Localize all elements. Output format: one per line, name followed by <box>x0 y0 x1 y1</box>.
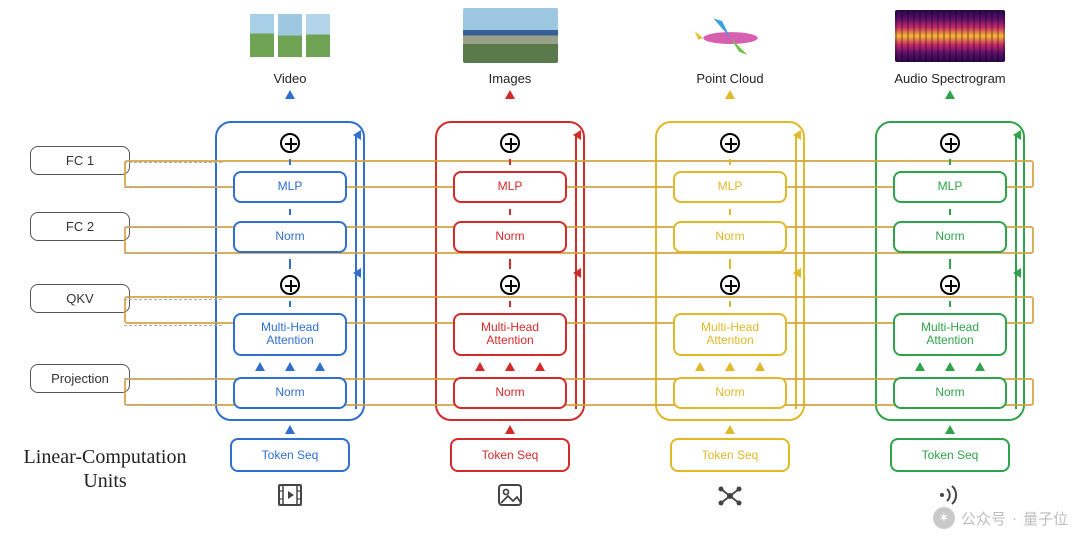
add-top <box>500 133 520 153</box>
norm-box-1: Norm <box>673 221 787 253</box>
add-top <box>280 133 300 153</box>
dash-0 <box>124 162 222 163</box>
add-mid <box>280 275 300 295</box>
dash-2 <box>124 227 222 228</box>
wechat-icon: ✶ <box>933 507 955 529</box>
modality-icon <box>717 484 743 514</box>
watermark-label: 公众号 <box>961 508 1006 529</box>
mha-box: Multi-HeadAttention <box>673 313 787 357</box>
modality-icon <box>278 484 302 512</box>
token-seq: Token Seq <box>890 438 1010 472</box>
modality-title: Point Cloud <box>696 71 763 86</box>
side-box-fc1: FC 1 <box>30 146 130 175</box>
thumb <box>249 8 331 63</box>
token-seq: Token Seq <box>450 438 570 472</box>
thumb <box>895 8 1005 63</box>
modality-title: Video <box>273 71 306 86</box>
dash-5 <box>124 325 222 326</box>
mha-feed-arrows <box>915 362 985 371</box>
arrow-out <box>945 90 955 99</box>
column-audio-spectrogram: Audio Spectrogram MLP Norm Multi-HeadAttent… <box>850 0 1050 539</box>
main-title-line2: Units <box>83 470 126 492</box>
main-title: Linear-Computation Units <box>10 445 200 493</box>
columns-container: Video MLP Norm Multi-HeadAttention Norm Token… <box>180 0 1060 539</box>
mha-feed-arrows <box>695 362 765 371</box>
mha-box: Multi-HeadAttention <box>233 313 347 357</box>
arrow-in <box>725 425 735 434</box>
add-top <box>720 133 740 153</box>
mlp-box: MLP <box>233 171 347 203</box>
norm-box-1: Norm <box>453 221 567 253</box>
column-point-cloud: Point Cloud MLP Norm Multi-HeadAttention Nor… <box>630 0 830 539</box>
mha-feed-arrows <box>255 362 325 371</box>
arrow-in <box>505 425 515 434</box>
side-box-projection: Projection <box>30 364 130 393</box>
mlp-box: MLP <box>453 171 567 203</box>
watermark-sep: · <box>1012 510 1017 527</box>
column-images: Images MLP Norm Multi-HeadAttention Norm Toke… <box>410 0 610 539</box>
norm-box-2: Norm <box>893 377 1007 409</box>
norm-box-2: Norm <box>673 377 787 409</box>
watermark-name: 量子位 <box>1023 508 1068 529</box>
dash-1 <box>124 187 222 188</box>
side-box-fc2: FC 2 <box>30 212 130 241</box>
mha-feed-arrows <box>475 362 545 371</box>
dash-6 <box>124 378 222 379</box>
column-video: Video MLP Norm Multi-HeadAttention Norm Token… <box>190 0 390 539</box>
arrow-in <box>945 425 955 434</box>
token-seq: Token Seq <box>670 438 790 472</box>
thumb <box>688 8 773 63</box>
thumb <box>463 8 558 63</box>
modality-icon <box>498 484 522 512</box>
mha-box: Multi-HeadAttention <box>453 313 567 357</box>
dash-7 <box>124 404 222 405</box>
mlp-box: MLP <box>673 171 787 203</box>
mlp-box: MLP <box>893 171 1007 203</box>
arrow-in <box>285 425 295 434</box>
side-labels-area: Linear-Computation Units FC 1FC 2QKVProj… <box>10 0 175 539</box>
token-seq: Token Seq <box>230 438 350 472</box>
modality-title: Images <box>489 71 532 86</box>
arrow-out <box>725 90 735 99</box>
dash-4 <box>124 299 222 300</box>
norm-box-1: Norm <box>233 221 347 253</box>
dash-3 <box>124 253 222 254</box>
mha-box: Multi-HeadAttention <box>893 313 1007 357</box>
arrow-out <box>285 90 295 99</box>
add-mid <box>500 275 520 295</box>
arrow-out <box>505 90 515 99</box>
main-title-line1: Linear-Computation <box>24 446 187 468</box>
add-mid <box>720 275 740 295</box>
norm-box-2: Norm <box>233 377 347 409</box>
side-box-qkv: QKV <box>30 284 130 313</box>
add-top <box>940 133 960 153</box>
watermark: ✶ 公众号 · 量子位 <box>933 507 1068 529</box>
add-mid <box>940 275 960 295</box>
norm-box-2: Norm <box>453 377 567 409</box>
plane-svg <box>688 13 773 58</box>
norm-box-1: Norm <box>893 221 1007 253</box>
modality-title: Audio Spectrogram <box>894 71 1005 86</box>
